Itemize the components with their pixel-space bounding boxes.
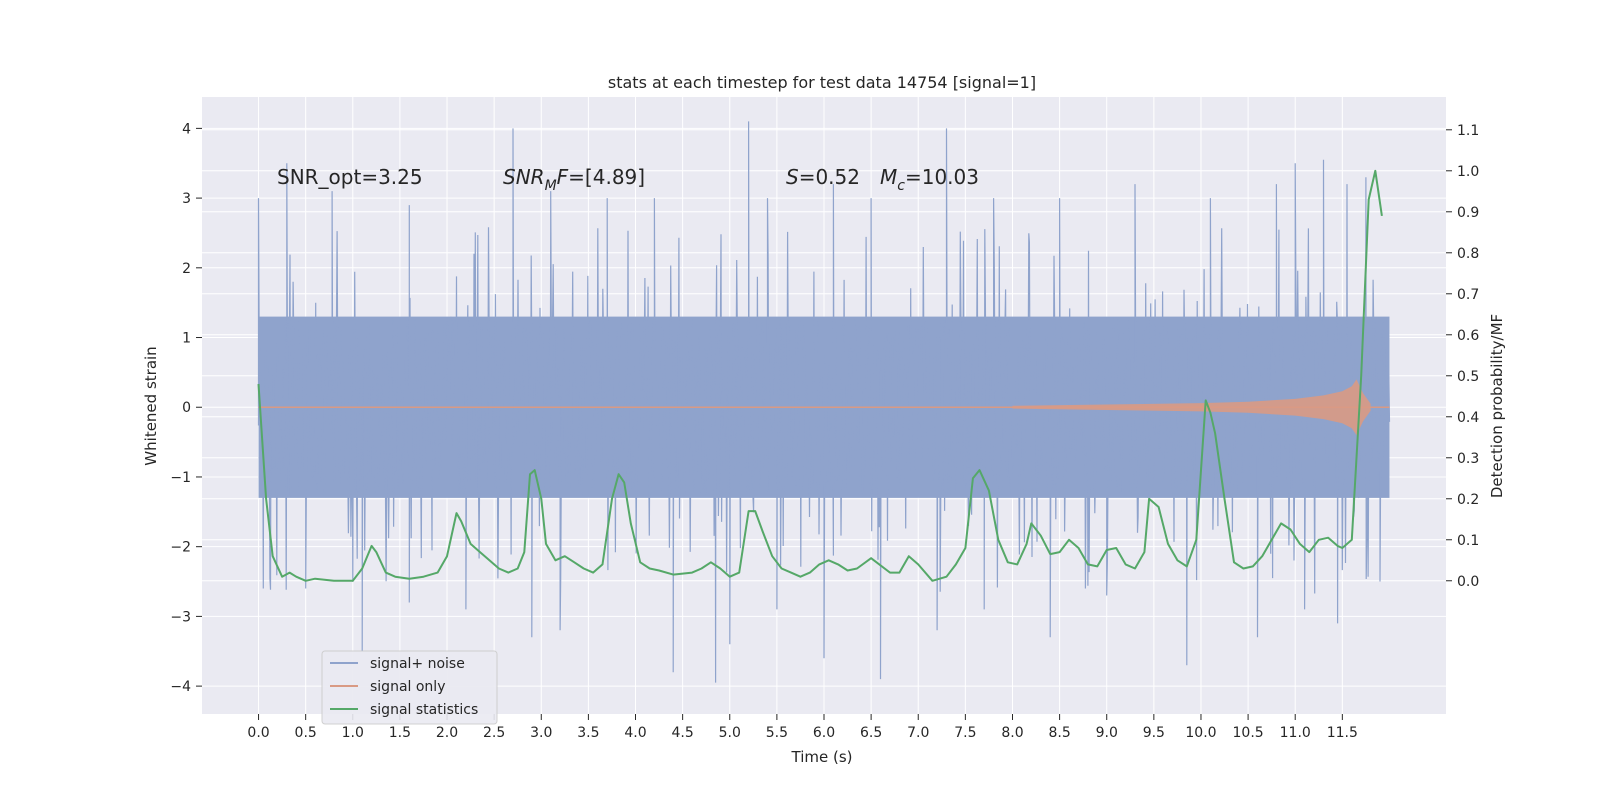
y2-tick-label: 0.2 [1457,492,1479,508]
snr-mf-value: =[4.89] [568,165,645,189]
noise-trace [257,121,1391,683]
y-tick-label: −2 [170,540,191,556]
x-tick-label: 5.5 [766,725,788,741]
y2-tick-label: 1.0 [1457,164,1479,180]
mc-value: =10.03 [905,165,979,189]
y2-tick-label: 0.9 [1457,205,1479,221]
y2-tick-label: 0.8 [1457,246,1479,262]
x-axis-label: Time (s) [791,748,853,766]
x-tick-label: 4.5 [672,725,694,741]
signal-statistics-line [257,169,1383,582]
s-value: =0.52 [799,165,860,189]
x-tick-label: 6.5 [860,725,882,741]
legend-box [321,650,498,725]
mc-annotation: Mc=10.03 [880,165,979,194]
x-tick-label: 10.5 [1233,725,1264,741]
x-tick-label: 2.0 [436,725,458,741]
x-tick-label: 6.0 [813,725,835,741]
y2-tick-label: 0.0 [1457,574,1479,590]
x-tick-label: 7.0 [907,725,929,741]
x-tick-label: 10.0 [1185,725,1216,741]
x-tick-label: 3.0 [530,725,552,741]
y-tick-label: 1 [182,331,191,347]
x-tick-label: 5.0 [719,725,741,741]
x-tick-label: 9.0 [1096,725,1118,741]
x-tick-label: 1.0 [342,725,364,741]
legend-label-stats: signal statistics [370,702,478,718]
legend: signal+ noise signal only signal statist… [321,650,498,725]
x-tick-label: 11.5 [1327,725,1358,741]
y2-tick-label: 0.7 [1457,287,1479,303]
y2-tick-label: 0.6 [1457,328,1479,344]
snr-mf-annotation: SNRMF=[4.89] [503,165,645,194]
y2-tick-label: 0.5 [1457,369,1479,385]
x-tick-label: 2.5 [483,725,505,741]
signal-statistics-series [257,169,1383,582]
x-tick-label: 1.5 [389,725,411,741]
x-tick-label: 11.0 [1280,725,1311,741]
s-annotation: S=0.52 [786,165,860,189]
legend-label-signal: signal only [370,679,445,695]
y2-tick-label: 1.1 [1457,123,1479,139]
chart-title: stats at each timestep for test data 147… [608,73,1036,92]
y-tick-label: −3 [170,609,191,625]
legend-label-noise: signal+ noise [370,656,465,672]
axis-ticks: 0.0 0.5 1.0 1.5 2.0 2.5 3.0 3.5 4.0 4.5 5.0 5.5 6.0 6… [170,121,1479,741]
signal-only-series [258,379,1390,436]
x-tick-label: 4.0 [624,725,646,741]
y2-tick-label: 0.4 [1457,410,1479,426]
snr-opt-annotation: SNR_opt=3.25 [277,165,423,189]
x-tick-label: 9.5 [1143,725,1165,741]
signal-chirp-envelope [1012,379,1371,436]
y-tick-label: 3 [182,191,191,207]
x-tick-label: 8.0 [1001,725,1023,741]
y-tick-label: 4 [182,121,191,137]
y-axis-label: Whitened strain [142,346,160,465]
y-tick-label: −1 [170,470,191,486]
x-tick-label: 0.0 [247,725,269,741]
y2-axis-label: Detection probability/MF [1488,314,1506,498]
y-tick-label: 2 [182,261,191,277]
x-tick-label: 7.5 [954,725,976,741]
y-tick-label: 0 [182,400,191,416]
x-tick-label: 8.5 [1048,725,1070,741]
x-tick-label: 0.5 [295,725,317,741]
y2-tick-label: 0.3 [1457,451,1479,467]
y-tick-label: −4 [170,679,191,695]
x-tick-label: 3.5 [577,725,599,741]
y2-tick-label: 0.1 [1457,533,1479,549]
